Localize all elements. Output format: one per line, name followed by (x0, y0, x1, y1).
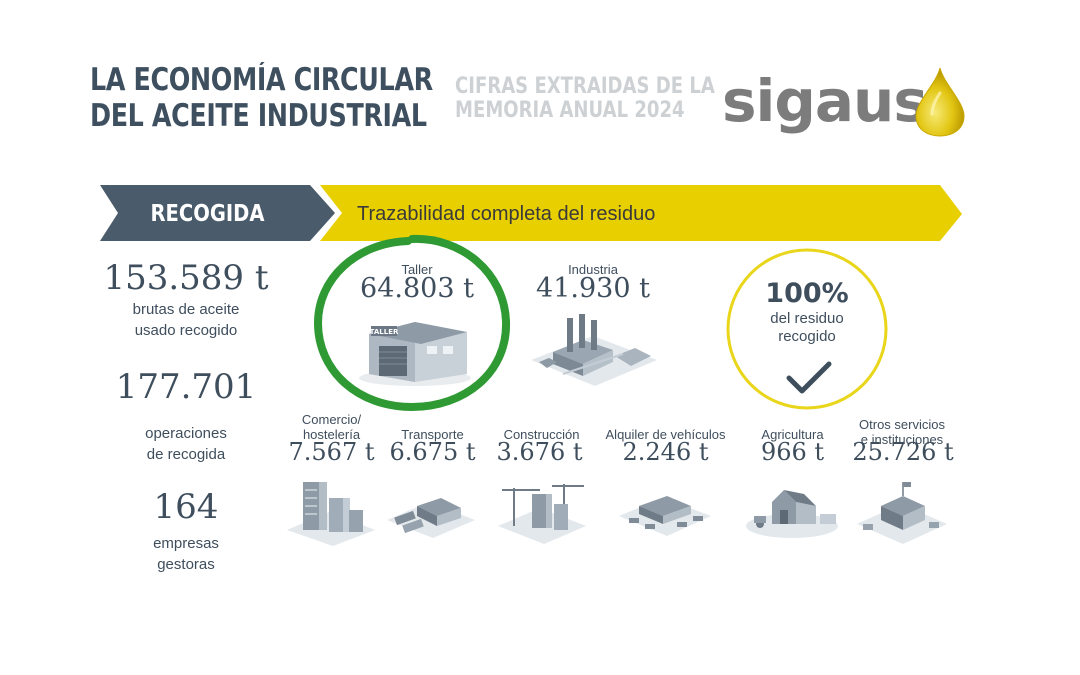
sector-label-line: hostelería (302, 427, 361, 442)
traceability-label: Trazabilidad completa del residuo (357, 203, 656, 225)
collected-tonnes-label: brutas de aceite usado recogido (100, 299, 272, 341)
sector-label-line: Alquiler de vehículos (605, 427, 726, 442)
transport-depot-icon (387, 498, 475, 538)
sector-label-line: Construcción (503, 427, 580, 442)
stat-label-line: gestoras (157, 556, 215, 573)
green-highlight-ring (313, 234, 511, 412)
taller-value: 64.803 t (360, 273, 474, 304)
recogida-chevron (100, 185, 335, 241)
recogida-arrow (320, 185, 962, 241)
stat-label-line: operaciones (145, 425, 227, 442)
sector-label-line: e instituciones (860, 432, 944, 447)
sector-construction-label: Construcción (494, 427, 589, 442)
sector-label-line: Otros servicios (859, 417, 945, 432)
sigaus-logo: sigaus (722, 67, 928, 135)
taller-sign: TALLER (370, 328, 399, 336)
construction-site-icon (498, 484, 586, 544)
farm-icon (746, 490, 838, 538)
vehicle-rental-icon (619, 496, 711, 536)
checkmark-icon (786, 361, 832, 394)
sector-transport-value: 6.675 t (389, 438, 476, 466)
taller-label: Taller (401, 262, 433, 277)
sector-commerce-label: Comercio/ hostelería (284, 412, 379, 442)
process-banner (100, 185, 962, 241)
sector-commerce-value: 7.567 t (288, 438, 375, 466)
industria-value: 41.930 t (536, 273, 650, 304)
recovery-percent: 100% (765, 278, 849, 309)
operations-label: operaciones de recogida (100, 423, 272, 465)
institutions-icon (857, 482, 947, 544)
sector-construction-value: 3.676 t (496, 438, 583, 466)
industria-label: Industria (568, 262, 618, 277)
yellow-ring (726, 248, 888, 410)
recogida-label: RECOGIDA (150, 201, 265, 227)
workshop-icon: TALLER (359, 322, 471, 386)
sector-rental-value: 2.246 t (622, 438, 709, 466)
subtitle-line-1: CIFRAS EXTRAIDAS DE LA (455, 74, 715, 99)
sector-rental-label: Alquiler de vehículos (598, 427, 733, 442)
oil-drop-icon (915, 67, 965, 137)
title-line-1: LA ECONOMÍA CIRCULAR (90, 62, 433, 98)
factory-icon (531, 314, 657, 386)
companies-label: empresas gestoras (100, 533, 272, 575)
collected-tonnes-value: 153.589 t (103, 258, 269, 298)
page-title: LA ECONOMÍA CIRCULAR DEL ACEITE INDUSTRI… (90, 62, 433, 134)
sector-agriculture-label: Agricultura (745, 427, 840, 442)
sector-agriculture-value: 966 t (760, 438, 825, 466)
stat-label-line: de recogida (146, 446, 226, 463)
companies-value: 164 (153, 487, 219, 527)
sector-label-line: Transporte (401, 427, 464, 442)
sector-transport-label: Transporte (385, 427, 480, 442)
sector-other-label: Otros servicios e instituciones (852, 417, 952, 447)
operations-value: 177.701 (115, 367, 257, 407)
stat-label-line: brutas de aceite (132, 301, 240, 318)
sector-other-value: 25.726 t (852, 438, 954, 466)
page-subtitle: CIFRAS EXTRAIDAS DE LA MEMORIA ANUAL 202… (455, 74, 715, 123)
recovery-note-line: del residuo (770, 310, 844, 327)
sector-label-line: Comercio/ (301, 412, 362, 427)
recovery-note-line: recogido (778, 328, 836, 345)
subtitle-line-2: MEMORIA ANUAL 2024 (455, 98, 685, 123)
recovery-note: del residuo recogido (722, 310, 892, 346)
stat-label-line: usado recogido (134, 322, 238, 339)
title-line-2: DEL ACEITE INDUSTRIAL (90, 98, 427, 134)
commerce-buildings-icon (287, 482, 375, 546)
sector-label-line: Agricultura (761, 427, 824, 442)
stat-label-line: empresas (153, 535, 219, 552)
